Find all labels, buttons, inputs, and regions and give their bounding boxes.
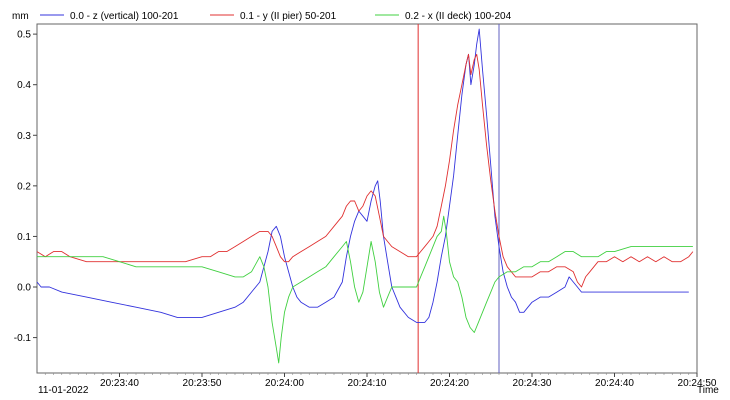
y-axis-ticks: -0.1 0.0 0.1 0.2 0.3 0.4 0.5: [14, 30, 37, 344]
x-tick-label: 20:24:00: [265, 378, 304, 389]
x-tick-label: 20:24:20: [430, 378, 469, 389]
plot-area-border: [36, 23, 698, 374]
x-axis-ticks: 20:23:40 20:23:50 20:24:00 20:24:10 20:24:20…: [44, 373, 717, 389]
y-tick-label: -0.1: [14, 333, 32, 344]
legend-label-2: 0.1 - y (II pier) 50-201: [240, 11, 337, 22]
y-tick-label: 0.2: [17, 181, 31, 192]
series-lines: [36, 28, 694, 364]
x-tick-label: 20:24:50: [678, 378, 717, 389]
legend-label-3: 0.2 - x (II deck) 100-204: [405, 11, 512, 22]
y-tick-label: 0.4: [17, 80, 31, 91]
x-axis-label: Time: [697, 385, 719, 396]
y-tick-label: 0.5: [17, 30, 31, 41]
x-tick-label: 20:24:30: [513, 378, 552, 389]
legend-label-1: 0.0 - z (vertical) 100-201: [70, 11, 179, 22]
x-tick-label: 20:24:40: [595, 378, 634, 389]
y-tick-label: 0.0: [17, 283, 31, 294]
series-line-3: [37, 215, 693, 364]
legend: 0.0 - z (vertical) 100-201 0.1 - y (II pi…: [40, 11, 512, 22]
series-line-1: [36, 28, 689, 323]
y-axis-unit-label: mm: [12, 11, 29, 22]
y-tick-label: 0.3: [17, 131, 31, 142]
x-tick-label: 20:23:40: [100, 378, 139, 389]
cursor-lines: [417, 24, 500, 373]
date-label: 11-01-2022: [38, 385, 89, 396]
x-tick-label: 20:24:10: [348, 378, 387, 389]
x-tick-label: 20:23:50: [183, 378, 222, 389]
series-line-2: [36, 53, 694, 288]
y-tick-label: 0.1: [17, 232, 31, 243]
